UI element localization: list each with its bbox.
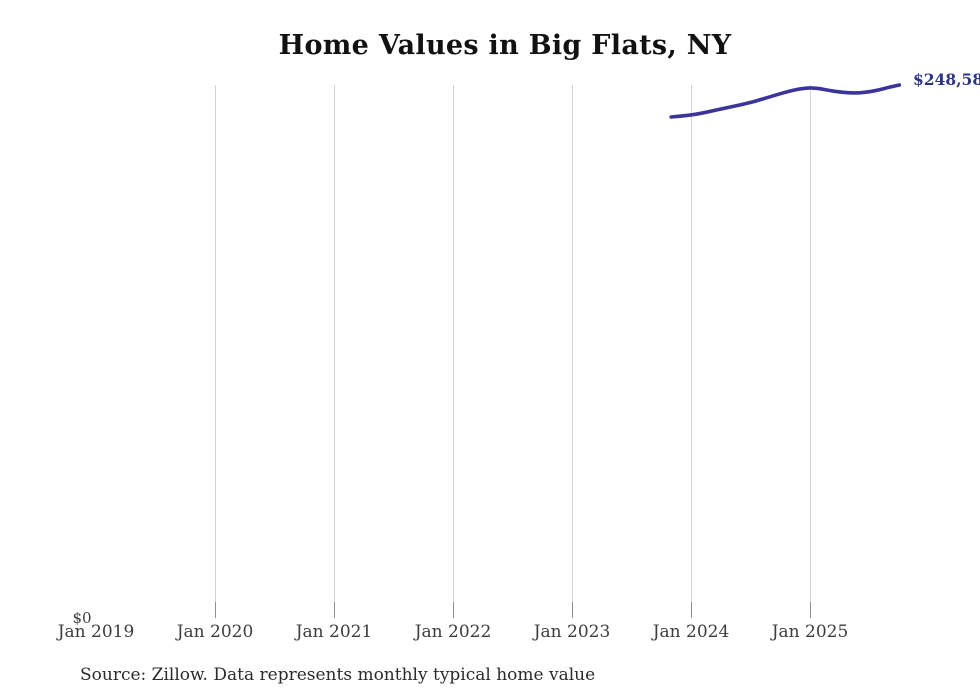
x-axis-label-jan-2025: Jan 2025 [771, 622, 849, 642]
axis-tick [691, 602, 692, 618]
axis-tick [215, 602, 216, 618]
axis-tick [572, 602, 573, 618]
chart-title: Home Values in Big Flats, NY [278, 30, 732, 61]
end-value-label: $248,588 [913, 70, 980, 89]
x-axis-label-jan-2023: Jan 2023 [533, 622, 611, 642]
gridline-jan-2020 [215, 85, 216, 618]
home-value-line [669, 83, 902, 119]
x-axis-label-jan-2021: Jan 2021 [295, 622, 373, 642]
axis-tick [334, 602, 335, 618]
source-note: Source: Zillow. Data represents monthly … [80, 665, 596, 685]
gridline-jan-2022 [453, 85, 454, 618]
gridline-jan-2021 [334, 85, 335, 618]
axis-tick [453, 602, 454, 618]
gridline-jan-2024 [691, 85, 692, 618]
x-axis-label-jan-2024: Jan 2024 [652, 622, 730, 642]
x-axis-label-jan-2020: Jan 2020 [176, 622, 254, 642]
axis-tick [810, 602, 811, 618]
gridline-jan-2023 [572, 85, 573, 618]
x-axis-label-jan-2022: Jan 2022 [414, 622, 492, 642]
gridline-jan-2025 [810, 85, 811, 618]
x-axis-label-jan-2019: Jan 2019 [57, 622, 135, 642]
y-axis-zero-label: $0 [72, 609, 92, 627]
